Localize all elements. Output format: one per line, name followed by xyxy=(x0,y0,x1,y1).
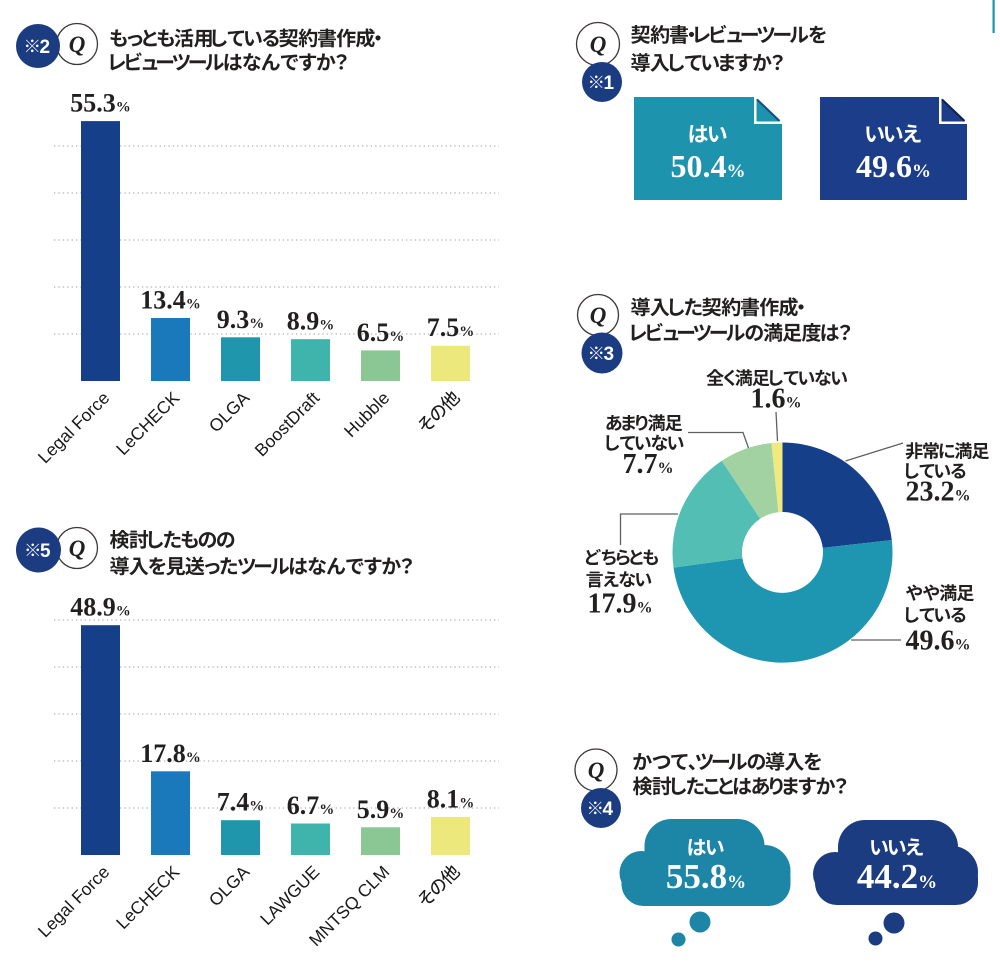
svg-text:1: 1 xyxy=(604,73,615,94)
svg-text:55.3%: 55.3% xyxy=(70,89,131,118)
svg-text:Q: Q xyxy=(590,32,607,57)
svg-text:4: 4 xyxy=(603,799,614,820)
svg-text:5: 5 xyxy=(40,541,51,562)
svg-text:Q: Q xyxy=(69,32,86,57)
svg-text:Q: Q xyxy=(590,303,607,328)
svg-text:Q: Q xyxy=(588,758,605,783)
svg-text:3: 3 xyxy=(604,344,615,365)
svg-text:9.3%: 9.3% xyxy=(217,305,265,334)
svg-text:2: 2 xyxy=(40,37,51,58)
svg-text:Q: Q xyxy=(69,536,86,561)
svg-text:7.7%: 7.7% xyxy=(623,449,674,480)
